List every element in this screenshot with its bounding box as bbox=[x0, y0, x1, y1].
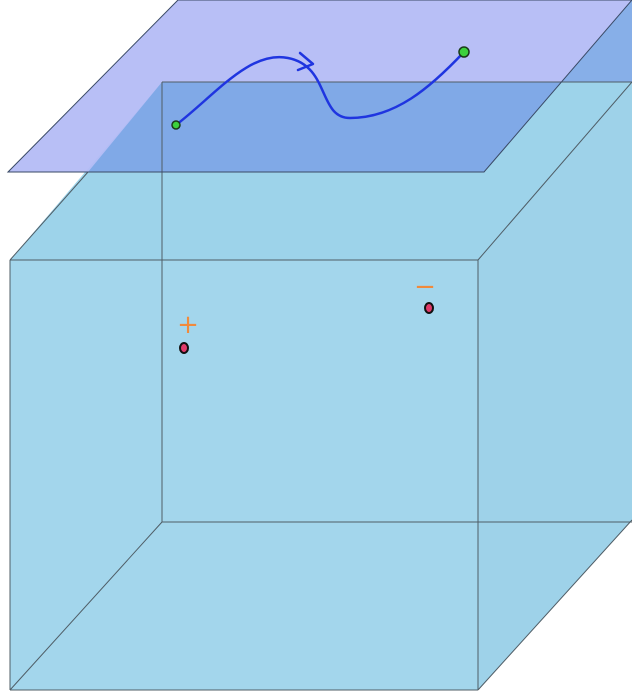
path-start-point bbox=[171, 120, 181, 130]
cube-front-face bbox=[10, 260, 478, 690]
plane-outline bbox=[6, 0, 632, 173]
positive-charge: + bbox=[177, 310, 199, 354]
path-arrow-icon bbox=[296, 51, 315, 72]
cube-edges bbox=[9, 81, 632, 691]
positive-charge-sign: + bbox=[177, 310, 199, 340]
negative-charge-sign: − bbox=[414, 272, 436, 302]
negative-charge: − bbox=[414, 272, 436, 314]
cube-right-face bbox=[478, 82, 632, 690]
plane-cube-overlap bbox=[88, 0, 632, 172]
path-end-point bbox=[458, 46, 470, 58]
path-curve bbox=[174, 50, 466, 127]
positive-charge-dot-icon bbox=[179, 342, 189, 354]
negative-charge-dot-icon bbox=[424, 302, 434, 314]
